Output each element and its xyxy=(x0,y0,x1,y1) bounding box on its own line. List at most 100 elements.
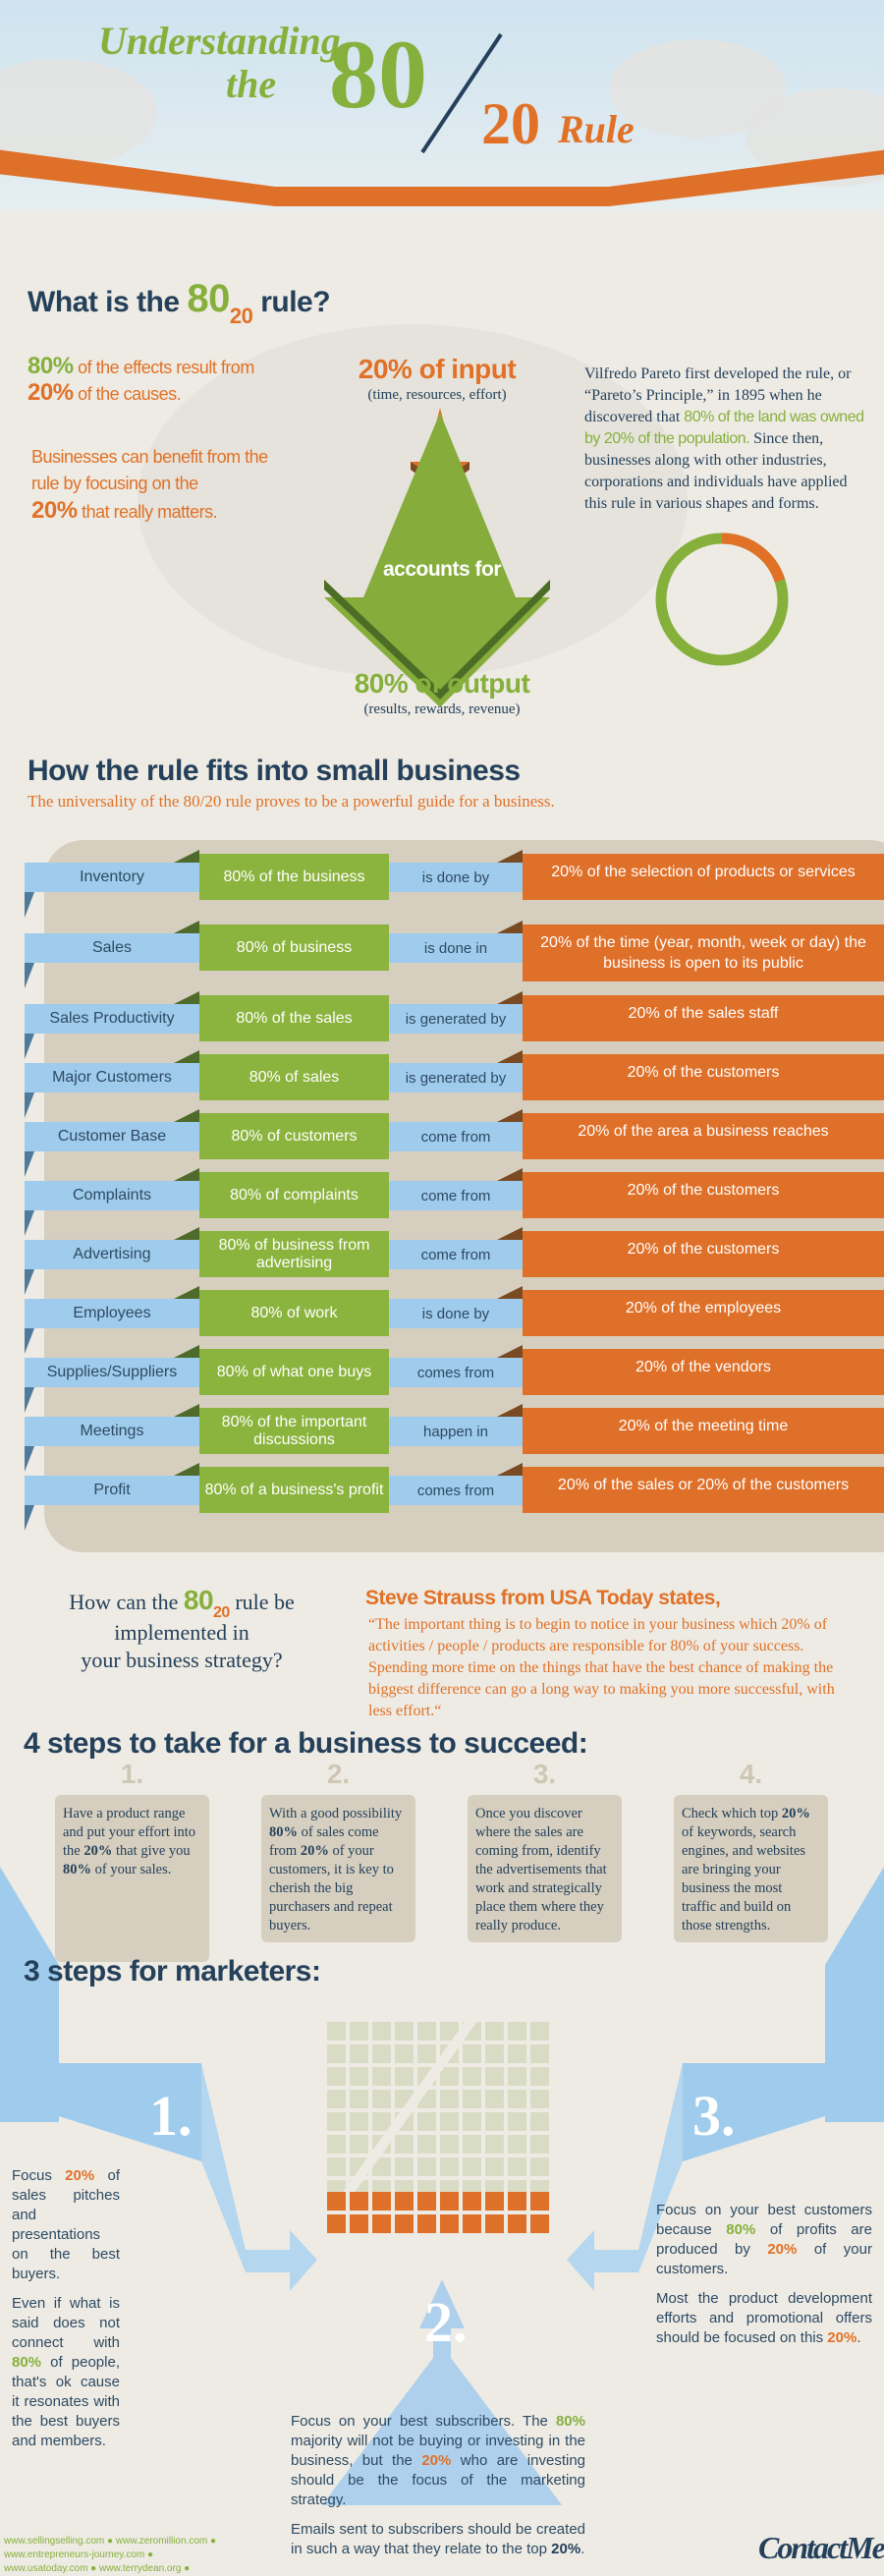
four-steps-heading: 4 steps to take for a business to succee… xyxy=(24,1727,588,1760)
row-verb: comes from xyxy=(389,1358,523,1387)
grid-cell-80 xyxy=(417,2135,436,2154)
grid-cell-80 xyxy=(327,2157,346,2176)
row-category: Sales Productivity xyxy=(25,1004,199,1034)
source-link[interactable]: www.zeromillion.com xyxy=(115,2536,208,2547)
grid-cell-80 xyxy=(395,2067,414,2086)
grid-cell-80 xyxy=(372,2022,391,2041)
step-card: With a good possibility 80% of sales com… xyxy=(261,1795,415,1942)
row-twenty: 20% of the sales staff xyxy=(523,995,884,1041)
row-verb: comes from xyxy=(389,1476,523,1505)
text: that really matters. xyxy=(82,502,218,522)
fold-decoration xyxy=(497,991,523,1004)
grid-cell-80 xyxy=(372,2090,391,2108)
grid-cell-80 xyxy=(417,2022,436,2041)
row-eighty: 80% of work xyxy=(199,1290,389,1336)
grid-cell-20 xyxy=(350,2192,368,2211)
row-verb: come from xyxy=(389,1181,523,1210)
input-subtitle: (time, resources, effort) xyxy=(367,387,507,403)
grid-cell-80 xyxy=(440,2112,459,2131)
row-verb: happen in xyxy=(389,1417,523,1446)
fold-decoration xyxy=(174,1286,199,1299)
effects-text: 80% of the effects result from 20% of th… xyxy=(28,354,322,407)
table-row: Complaints 80% of complaints come from 2… xyxy=(25,1168,884,1236)
grid-cell-20 xyxy=(485,2192,504,2211)
fold-decoration xyxy=(174,991,199,1004)
grid-cell-80 xyxy=(395,2022,414,2041)
grid-cell-80 xyxy=(350,2112,368,2131)
grid-cell-80 xyxy=(463,2112,481,2131)
source-link[interactable]: www.entrepreneurs-journey.com xyxy=(4,2549,145,2560)
grid-cell-20 xyxy=(417,2214,436,2233)
grid-cell-80 xyxy=(463,2157,481,2176)
grid-cell-80 xyxy=(327,2135,346,2154)
grid-cell-80 xyxy=(327,2044,346,2063)
row-category: Complaints xyxy=(25,1181,199,1210)
grid-cell-20 xyxy=(327,2214,346,2233)
paragraph: Focus on your best customers because 80%… xyxy=(656,2202,872,2277)
grid-cell-80 xyxy=(530,2135,549,2154)
pareto-text: Vilfredo Pareto first developed the rule… xyxy=(584,364,869,515)
grid-cell-80 xyxy=(485,2044,504,2063)
source-link[interactable]: www.usatoday.com xyxy=(4,2563,88,2574)
benefit-text: Businesses can benefit from the rule by … xyxy=(31,444,287,526)
marketer-step-3-number: 3. xyxy=(692,2084,736,2148)
pct-20: 20% xyxy=(31,497,78,524)
row-verb: is done in xyxy=(389,933,523,963)
cloud-decoration xyxy=(0,59,157,167)
row-verb: come from xyxy=(389,1122,523,1151)
text: Businesses can benefit from the rule by … xyxy=(31,447,268,493)
row-eighty: 80% of sales xyxy=(199,1054,389,1100)
text: implemented in xyxy=(114,1620,249,1645)
fold-decoration xyxy=(497,1463,523,1476)
marketer-step-2-text: Focus on your best subscribers. The 80% … xyxy=(291,2412,585,2569)
contactme-logo[interactable]: ContactMe xyxy=(758,2530,884,2565)
table-row: Customer Base 80% of customers come from… xyxy=(25,1109,884,1177)
grid-cell-80 xyxy=(463,2090,481,2108)
table-row: Meetings 80% of the important discussion… xyxy=(25,1404,884,1472)
fold-decoration xyxy=(497,1109,523,1122)
row-verb: is generated by xyxy=(389,1063,523,1092)
grid-cell-80 xyxy=(508,2135,526,2154)
header-banner: Understanding the 80 20 Rule xyxy=(0,0,884,211)
q-20: 20 xyxy=(213,1604,230,1621)
grid-cell-20 xyxy=(530,2214,549,2233)
grid-cell-80 xyxy=(372,2044,391,2063)
fold-decoration xyxy=(174,1345,199,1358)
row-eighty: 80% of complaints xyxy=(199,1172,389,1218)
quote-text: “The important thing is to begin to noti… xyxy=(368,1616,835,1719)
grid-cell-20 xyxy=(395,2214,414,2233)
orange-band xyxy=(0,149,884,206)
grid-cell-80 xyxy=(395,2157,414,2176)
grid-cell-20 xyxy=(463,2192,481,2211)
grid-slash xyxy=(335,2022,477,2203)
grid-cell-80 xyxy=(530,2090,549,2108)
marketers-heading: 3 steps for marketers: xyxy=(24,1955,321,1988)
row-category: Employees xyxy=(25,1299,199,1328)
text: of the effects result from xyxy=(78,358,254,377)
pct-20: 20% xyxy=(28,379,74,406)
table-row: Profit 80% of a business's profit comes … xyxy=(25,1463,884,1531)
source-link[interactable]: www.terrydean.org xyxy=(99,2563,182,2574)
fold-decoration xyxy=(497,850,523,863)
grid-cell-20 xyxy=(372,2214,391,2233)
title-understanding: Understanding xyxy=(98,19,341,63)
accounts-for-label: accounts for xyxy=(382,558,502,581)
grid-cell-80 xyxy=(350,2090,368,2108)
marketers-arrows xyxy=(0,2063,884,2505)
grid-cell-80 xyxy=(440,2090,459,2108)
row-category: Major Customers xyxy=(25,1063,199,1092)
source-link[interactable]: www.sellingselling.com xyxy=(4,2536,105,2547)
grid-cell-80 xyxy=(485,2157,504,2176)
source-links: www.sellingselling.com ● www.zeromillion… xyxy=(4,2536,217,2574)
grid-cell-80 xyxy=(350,2044,368,2063)
fold-decoration xyxy=(497,921,523,933)
grid-cell-80 xyxy=(485,2090,504,2108)
grid-cell-80 xyxy=(508,2067,526,2086)
grid-cell-80 xyxy=(350,2135,368,2154)
fold-decoration xyxy=(174,1227,199,1240)
fold-decoration xyxy=(174,1109,199,1122)
row-category: Advertising xyxy=(25,1240,199,1269)
grid-cell-20 xyxy=(395,2192,414,2211)
table-row: Sales 80% of business is done in 20% of … xyxy=(25,921,884,988)
step-number: 2. xyxy=(326,1759,351,1789)
